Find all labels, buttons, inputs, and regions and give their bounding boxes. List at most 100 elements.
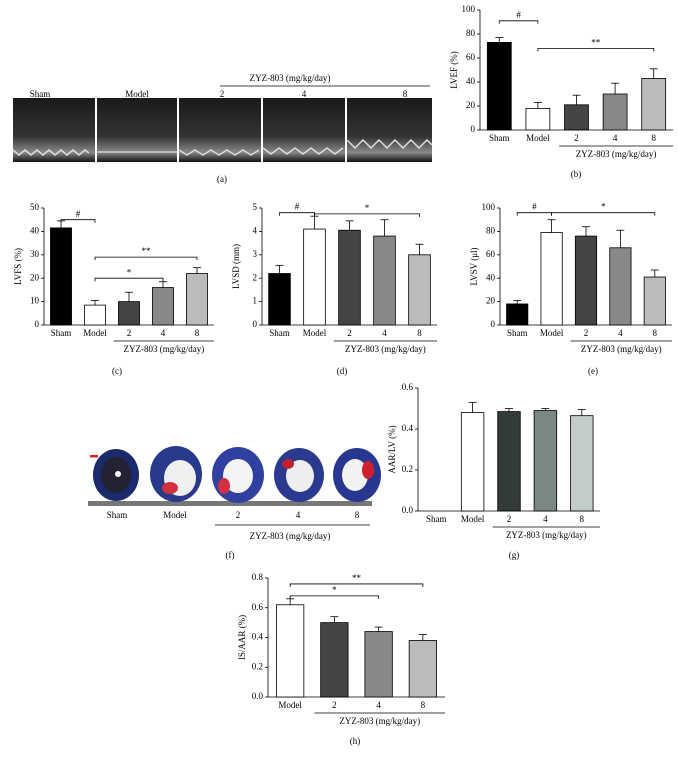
significance-bracket xyxy=(279,212,315,216)
x-tick-label: 4 xyxy=(543,514,548,524)
y-tick-label: 0.0 xyxy=(402,505,414,515)
y-tick-label: 0.4 xyxy=(252,632,264,642)
group-label: ZYZ-803 (mg/kg/day) xyxy=(339,716,420,726)
bar xyxy=(152,287,174,326)
significance-label: # xyxy=(532,202,537,212)
y-tick-label: 30 xyxy=(30,249,40,259)
bar xyxy=(408,640,437,698)
image-label: 8 xyxy=(355,510,360,520)
y-tick-label: 0.0 xyxy=(252,691,264,701)
group-label: ZYZ-803 (mg/kg/day) xyxy=(123,344,204,354)
x-tick-label: 2 xyxy=(332,700,337,710)
y-axis-label: AAR/LV (%) xyxy=(387,425,397,473)
bar xyxy=(506,303,529,326)
x-tick-label: Model xyxy=(540,328,564,338)
y-tick-label: 1 xyxy=(253,296,258,306)
group-label: ZYZ-803 (mg/kg/day) xyxy=(506,530,587,540)
x-tick-label: Sham xyxy=(507,328,528,338)
bar xyxy=(540,232,563,326)
panel-label: (c) xyxy=(112,366,122,376)
y-tick-label: 0 xyxy=(35,319,40,329)
y-tick-label: 0.6 xyxy=(252,602,264,612)
x-tick-label: 2 xyxy=(347,328,352,338)
bar xyxy=(564,104,589,131)
significance-label: * xyxy=(127,267,132,277)
y-tick-label: 0 xyxy=(491,319,496,329)
bar xyxy=(641,78,667,131)
image-label: 4 xyxy=(296,510,301,520)
panel-label: (a) xyxy=(217,174,227,184)
image-label: Sham xyxy=(107,510,128,520)
y-tick-label: 100 xyxy=(482,202,496,212)
y-tick-label: 3 xyxy=(253,249,258,259)
x-tick-label: 2 xyxy=(574,133,579,143)
bar xyxy=(118,301,140,326)
panel-label: (g) xyxy=(509,550,520,560)
y-tick-label: 0.2 xyxy=(402,464,413,474)
significance-label: # xyxy=(516,10,521,20)
y-axis-label: LVEF (%) xyxy=(449,51,459,88)
image-label: 2 xyxy=(236,510,241,520)
y-tick-label: 40 xyxy=(486,272,496,282)
y-tick-label: 20 xyxy=(466,100,476,110)
y-tick-label: 20 xyxy=(30,272,40,282)
y-tick-label: 60 xyxy=(486,249,496,259)
image-label: Model xyxy=(125,89,149,99)
x-tick-label: Model xyxy=(278,700,302,710)
heart-slices-image xyxy=(88,446,381,506)
bar xyxy=(320,622,349,698)
x-tick-label: 8 xyxy=(653,328,658,338)
significance-bracket xyxy=(94,256,198,261)
x-tick-label: Model xyxy=(83,328,107,338)
significance-bracket xyxy=(537,48,655,52)
significance-bracket xyxy=(314,213,420,217)
panel-label: (f) xyxy=(226,550,235,560)
y-axis-label: LVSV (μl) xyxy=(469,247,479,285)
image-label: Model xyxy=(163,510,187,520)
bar xyxy=(609,247,632,326)
group-label: ZYZ-803 (mg/kg/day) xyxy=(581,344,662,354)
image-label: 8 xyxy=(403,89,408,99)
x-tick-label: 8 xyxy=(421,700,426,710)
x-tick-label: 2 xyxy=(584,328,589,338)
y-tick-label: 20 xyxy=(486,296,496,306)
x-tick-label: 4 xyxy=(161,328,166,338)
bar xyxy=(276,604,305,698)
y-axis-label: LVFS (%) xyxy=(13,248,23,285)
x-tick-label: Model xyxy=(461,514,485,524)
significance-label: ** xyxy=(352,573,362,583)
significance-label: * xyxy=(332,585,337,595)
y-tick-label: 0.4 xyxy=(402,423,414,433)
x-tick-label: 4 xyxy=(382,328,387,338)
y-axis-label: LVSD (mm) xyxy=(231,244,241,289)
x-tick-label: 4 xyxy=(376,700,381,710)
x-tick-label: Model xyxy=(303,328,327,338)
x-tick-label: Model xyxy=(526,133,550,143)
bar xyxy=(50,227,72,326)
y-tick-label: 0.8 xyxy=(252,572,264,582)
echo-image xyxy=(12,98,433,162)
bar xyxy=(186,273,208,326)
y-axis-label: IS/AAR (%) xyxy=(237,615,247,660)
y-tick-label: 4 xyxy=(253,225,258,235)
bar xyxy=(497,411,521,512)
y-tick-label: 40 xyxy=(466,76,476,86)
group-label: ZYZ-803 (mg/kg/day) xyxy=(250,531,331,541)
x-tick-label: 4 xyxy=(618,328,623,338)
y-tick-label: 80 xyxy=(486,225,496,235)
y-tick-label: 60 xyxy=(466,52,476,62)
significance-bracket xyxy=(498,20,539,24)
y-tick-label: 5 xyxy=(253,202,258,212)
significance-label: ** xyxy=(591,37,601,47)
x-tick-label: Sham xyxy=(426,514,447,524)
x-tick-label: 8 xyxy=(651,133,656,143)
significance-label: * xyxy=(365,203,370,213)
image-label: 2 xyxy=(220,89,225,99)
significance-bracket xyxy=(94,277,164,282)
bar xyxy=(525,108,551,131)
significance-bracket xyxy=(551,212,656,216)
x-tick-label: 8 xyxy=(195,328,200,338)
significance-bracket xyxy=(516,212,552,216)
y-tick-label: 40 xyxy=(30,225,40,235)
